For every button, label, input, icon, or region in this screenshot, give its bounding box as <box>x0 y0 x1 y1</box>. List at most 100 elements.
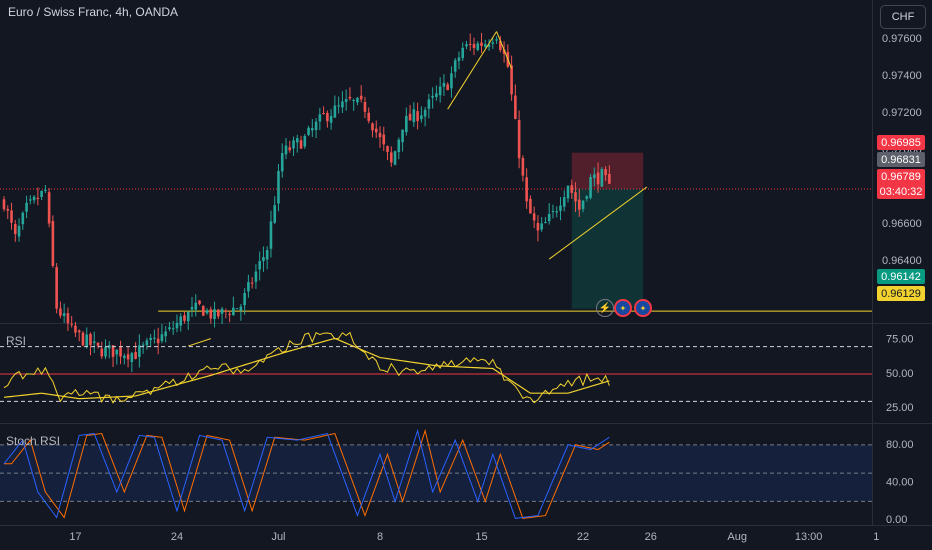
candle-body <box>198 300 201 304</box>
price-tag-hline: 0.96129 <box>877 286 925 301</box>
candle-body <box>589 177 592 198</box>
candle-body <box>36 197 40 200</box>
candle-body <box>175 322 179 329</box>
candle-body <box>186 311 190 322</box>
candle-body <box>510 65 513 95</box>
candle-body <box>17 225 21 237</box>
candle-body <box>77 330 81 333</box>
candle-body <box>389 152 393 163</box>
candle-body <box>201 306 205 316</box>
candle-body <box>299 140 303 149</box>
candle-body <box>89 333 92 346</box>
candle-body <box>547 213 551 222</box>
candle-body <box>107 345 111 349</box>
time-tick-label: 13:00 <box>795 531 823 543</box>
candle-body <box>318 114 322 122</box>
candle-body <box>220 308 224 314</box>
candle-body <box>581 200 585 209</box>
candle-body <box>74 325 77 333</box>
candle-body <box>356 97 359 103</box>
candle-body <box>401 129 404 143</box>
candle-body <box>81 332 85 346</box>
candle-body <box>55 267 58 309</box>
candle-body <box>442 82 446 87</box>
candle-body <box>104 346 107 357</box>
candle-body <box>333 105 337 118</box>
candle-body <box>295 138 299 143</box>
stoch-k-line <box>3 428 610 519</box>
candle-body <box>149 337 152 341</box>
eu-flag-icon[interactable]: ✦ <box>634 299 652 317</box>
candle-body <box>307 127 310 135</box>
candle-body <box>487 44 491 47</box>
candle-body <box>555 211 559 213</box>
stoch-tick-label: 80.00 <box>886 439 914 451</box>
trendline-support <box>548 186 648 260</box>
candle-body <box>499 40 502 51</box>
price-tag-mid: 0.96831 <box>877 152 925 167</box>
stoch-rsi-pane-label[interactable]: Stoch RSI <box>6 434 61 448</box>
rsi-tick-label: 25.00 <box>886 402 914 414</box>
lightning-icon[interactable]: ⚡ <box>596 299 614 317</box>
candle-body <box>453 60 457 72</box>
position-stop-zone <box>571 152 644 189</box>
rsi-ma-line <box>3 337 610 400</box>
candle-body <box>111 345 115 357</box>
candle-body <box>29 199 32 201</box>
candle-body <box>40 190 43 197</box>
candle-body <box>277 171 280 204</box>
candle-body <box>438 86 442 96</box>
candle-body <box>348 96 352 99</box>
candle-body <box>145 340 149 346</box>
candle-body <box>303 135 307 147</box>
candle-body <box>156 338 160 344</box>
rsi-pane-label[interactable]: RSI <box>6 334 27 348</box>
candle-body <box>258 260 261 270</box>
candle-body <box>566 185 570 199</box>
price-tag-target: 0.96142 <box>877 269 925 284</box>
candle-body <box>273 205 277 223</box>
candle-body <box>420 115 423 120</box>
candle-body <box>134 352 137 359</box>
symbol-title[interactable]: Euro / Swiss Franc, 4h, OANDA <box>8 5 179 19</box>
candle-body <box>183 315 186 321</box>
candle-body <box>551 211 555 213</box>
time-tick-label: 17 <box>69 531 81 543</box>
candle-body <box>51 221 55 266</box>
candle-body <box>502 49 506 54</box>
currency-button[interactable]: CHF <box>880 5 926 29</box>
candle-body <box>431 95 434 98</box>
candle-body <box>559 205 562 211</box>
candle-body <box>47 192 51 224</box>
candle-body <box>382 134 386 145</box>
candle-body <box>386 146 389 153</box>
rsi-tick-label: 75.00 <box>886 334 914 346</box>
candle-body <box>344 99 348 102</box>
time-tick-label: 1 <box>873 531 879 543</box>
candle-body <box>243 293 246 306</box>
candle-body <box>521 157 525 176</box>
price-tag-stop: 0.96985 <box>877 135 925 150</box>
candle-body <box>472 44 476 49</box>
price-tick-label: 0.96400 <box>882 255 922 267</box>
candle-body <box>329 116 333 123</box>
candle-body <box>480 42 483 46</box>
candle-body <box>239 306 243 311</box>
candle-body <box>228 313 231 315</box>
candle-body <box>213 309 216 319</box>
candle-body <box>13 224 17 235</box>
candle-body <box>457 57 461 61</box>
eu-flag-icon[interactable]: ✦ <box>614 299 632 317</box>
candle-body <box>363 102 367 112</box>
time-tick-label: 22 <box>577 531 589 543</box>
candle-body <box>416 111 419 122</box>
price-tag-last: 0.96789 <box>877 169 925 184</box>
candle-body <box>562 197 566 207</box>
candle-body <box>352 99 355 101</box>
candle-body <box>179 316 183 326</box>
candle-body <box>393 151 397 165</box>
time-tick-label: 24 <box>171 531 183 543</box>
candle-body <box>247 282 250 292</box>
